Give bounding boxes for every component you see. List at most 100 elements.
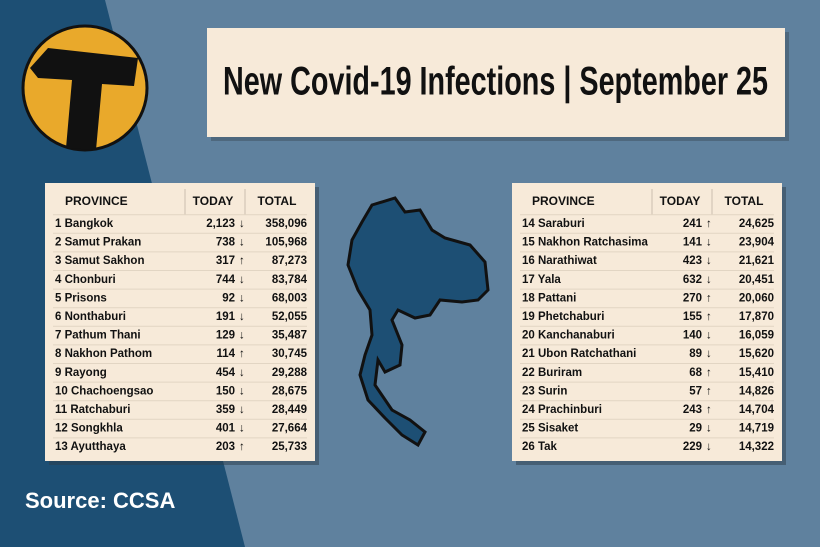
header-total: TOTAL (258, 194, 297, 208)
trend-arrow: ↑ (706, 292, 712, 304)
province: 6 Nonthaburi (55, 311, 126, 323)
header-today: TODAY (660, 194, 701, 208)
province: 24 Prachinburi (522, 404, 602, 416)
today: 738 (216, 237, 236, 249)
trend-arrow: ↓ (239, 292, 245, 304)
trend-arrow: ↑ (239, 255, 245, 267)
title-box (207, 28, 785, 137)
trend-arrow: ↓ (706, 423, 712, 435)
table (512, 183, 782, 461)
total: 105,968 (265, 237, 307, 249)
today: 317 (216, 255, 235, 267)
province: 9 Rayong (55, 367, 107, 379)
total: 14,704 (739, 404, 775, 416)
total: 23,904 (739, 237, 775, 249)
header-today: TODAY (193, 194, 234, 208)
total: 68,003 (272, 292, 307, 304)
source: Source: CCSA (25, 488, 175, 513)
today: 203 (216, 441, 235, 453)
trend-arrow: ↓ (239, 311, 245, 323)
total: 358,096 (265, 218, 307, 230)
logo (21, 24, 149, 152)
total: 52,055 (272, 311, 308, 323)
today: 57 (689, 385, 702, 397)
trend-arrow: ↓ (239, 274, 245, 286)
total: 87,273 (272, 255, 307, 267)
trend-arrow: ↓ (706, 237, 712, 249)
province: 11 Ratchaburi (55, 404, 130, 416)
province: 16 Narathiwat (522, 255, 597, 267)
trend-arrow: ↓ (706, 255, 712, 267)
trend-arrow: ↓ (239, 367, 245, 379)
title: New Covid-19 Infections | September 25 (223, 60, 768, 104)
province: 4 Chonburi (55, 274, 116, 286)
today: 92 (222, 292, 235, 304)
table (45, 183, 315, 461)
province: 20 Kanchanaburi (522, 330, 615, 342)
trend-arrow: ↓ (239, 218, 245, 230)
province: 2 Samut Prakan (55, 237, 141, 249)
today: 359 (216, 404, 235, 416)
today: 191 (216, 311, 236, 323)
today: 632 (683, 274, 702, 286)
province: 14 Saraburi (522, 218, 585, 230)
today: 744 (216, 274, 236, 286)
total: 24,625 (739, 218, 775, 230)
today: 150 (216, 385, 235, 397)
today: 141 (683, 237, 703, 249)
trend-arrow: ↓ (239, 237, 245, 249)
province: 13 Ayutthaya (55, 441, 126, 453)
thailand-map (346, 196, 490, 448)
trend-arrow: ↑ (706, 367, 712, 379)
province: 3 Samut Sakhon (55, 255, 144, 267)
trend-arrow: ↑ (706, 311, 712, 323)
province: 22 Buriram (522, 367, 582, 379)
header-total: TOTAL (725, 194, 764, 208)
trend-arrow: ↓ (706, 330, 712, 342)
province: 10 Chachoengsao (55, 385, 153, 397)
total: 14,719 (739, 423, 774, 435)
today: 229 (683, 441, 702, 453)
trend-arrow: ↑ (706, 385, 712, 397)
header-province: PROVINCE (532, 194, 595, 208)
today: 29 (689, 423, 702, 435)
today: 68 (689, 367, 702, 379)
today: 241 (683, 218, 703, 230)
trend-arrow: ↓ (239, 330, 245, 342)
trend-arrow: ↑ (239, 348, 245, 360)
trend-arrow: ↓ (706, 441, 712, 453)
total: 29,288 (272, 367, 308, 379)
total: 27,664 (272, 423, 308, 435)
province: 8 Nakhon Pathom (55, 348, 152, 360)
total: 21,621 (739, 255, 775, 267)
province: 23 Surin (522, 385, 567, 397)
province: 1 Bangkok (55, 218, 114, 230)
province: 25 Sisaket (522, 423, 578, 435)
today: 454 (216, 367, 236, 379)
total: 83,784 (272, 274, 308, 286)
total: 14,322 (739, 441, 774, 453)
province: 26 Tak (522, 441, 558, 453)
today: 270 (683, 292, 702, 304)
province: 12 Songkhla (55, 423, 123, 435)
total: 30,745 (272, 348, 308, 360)
trend-arrow: ↓ (706, 274, 712, 286)
total: 35,487 (272, 330, 307, 342)
total: 15,620 (739, 348, 774, 360)
province: 17 Yala (522, 274, 561, 286)
today: 140 (683, 330, 702, 342)
total: 16,059 (739, 330, 774, 342)
total: 25,733 (272, 441, 307, 453)
province: 7 Pathum Thani (55, 330, 141, 342)
province: 19 Phetchaburi (522, 311, 604, 323)
today: 401 (216, 423, 236, 435)
total: 28,449 (272, 404, 307, 416)
total: 17,870 (739, 311, 774, 323)
trend-arrow: ↓ (239, 385, 245, 397)
trend-arrow: ↑ (706, 218, 712, 230)
today: 114 (216, 348, 235, 360)
trend-arrow: ↑ (706, 404, 712, 416)
today: 89 (689, 348, 702, 360)
